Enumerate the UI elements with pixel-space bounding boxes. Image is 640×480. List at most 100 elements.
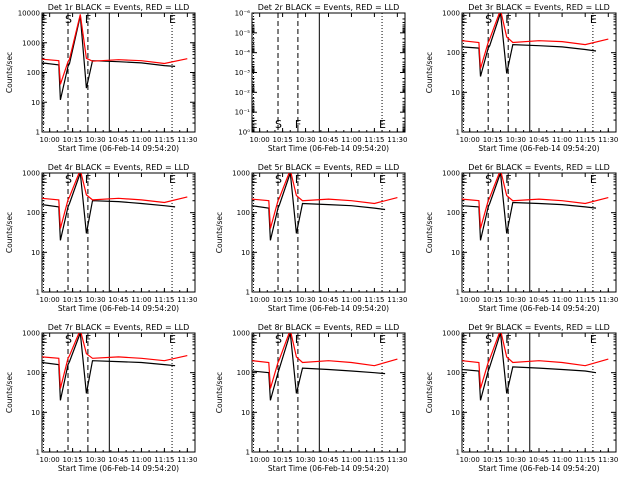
event-label: E (379, 173, 386, 186)
y-tick-label: 10 (451, 89, 460, 97)
x-tick-label: 11:30 (598, 136, 618, 144)
x-tick-label: 10:00 (460, 296, 480, 304)
x-tick-label: 10:30 (295, 296, 315, 304)
y-tick-label: 10000 (18, 10, 40, 18)
y-axis-title: Counts/sec (425, 52, 434, 93)
x-tick-label: 10:15 (273, 456, 293, 464)
y-tick-label: 10⁻⁵ (235, 29, 251, 37)
x-tick-label: 10:45 (529, 296, 549, 304)
event-label: S (65, 13, 72, 26)
x-tick-label: 10:30 (506, 296, 526, 304)
y-tick-label: 10 (31, 99, 40, 107)
x-tick-label: 11:15 (575, 296, 595, 304)
y-tick-label: 1000 (442, 10, 460, 18)
series-lld-line (42, 173, 188, 229)
x-axis-title: Start Time (06-Feb-14 09:54:20) (58, 304, 179, 313)
x-tick-label: 10:00 (40, 296, 60, 304)
plot-frame (251, 332, 406, 453)
x-tick-label: 10:45 (108, 136, 128, 144)
x-tick-label: 11:30 (387, 136, 407, 144)
x-tick-label: 10:30 (506, 456, 526, 464)
x-tick-label: 11:15 (575, 456, 595, 464)
y-tick-label: 10⁻⁴ (235, 49, 251, 57)
event-label: S (485, 13, 492, 26)
series-lld-line (42, 14, 188, 85)
series-events-line (252, 173, 386, 241)
y-tick-label: 1000 (442, 170, 460, 178)
panel-title: Det 9r BLACK = Events, RED = LLD (468, 323, 610, 332)
y-tick-label: 10 (451, 409, 460, 417)
y-tick-label: 1000 (232, 170, 250, 178)
x-tick-label: 11:00 (552, 136, 572, 144)
panel-title: Det 2r BLACK = Events, RED = LLD (258, 3, 400, 12)
x-tick-label: 11:00 (341, 456, 361, 464)
panel-title: Det 7r BLACK = Events, RED = LLD (48, 323, 190, 332)
x-tick-label: 11:00 (341, 136, 361, 144)
event-label: F (295, 118, 301, 131)
x-tick-label: 10:15 (483, 136, 503, 144)
series-lld-line (462, 173, 609, 229)
event-label: E (590, 173, 597, 186)
panel-title: Det 4r BLACK = Events, RED = LLD (48, 163, 190, 172)
x-tick-label: 11:00 (131, 456, 151, 464)
event-label: S (275, 118, 282, 131)
event-label: E (41, 173, 48, 186)
event-label: F (295, 333, 301, 346)
y-tick-label: 10 (31, 409, 40, 417)
y-axis-title: Counts/sec (215, 212, 224, 253)
x-tick-label: 10:15 (63, 296, 83, 304)
plot-frame (461, 332, 617, 453)
series-lld-line (42, 333, 188, 389)
event-label: E (379, 118, 386, 131)
event-label: S (485, 173, 492, 186)
event-label: S (485, 333, 492, 346)
x-tick-label: 10:45 (318, 296, 338, 304)
x-tick-label: 10:00 (250, 296, 270, 304)
event-label: E (461, 13, 468, 26)
event-label: E (461, 173, 468, 186)
panel-title: Det 8r BLACK = Events, RED = LLD (258, 323, 400, 332)
y-tick-label: 1000 (22, 170, 40, 178)
y-tick-label: 1000 (22, 39, 40, 47)
x-tick-label: 11:15 (364, 136, 384, 144)
x-tick-label: 11:15 (575, 136, 595, 144)
y-tick-label: 100 (447, 49, 460, 57)
x-axis-title: Start Time (06-Feb-14 09:54:20) (58, 464, 179, 473)
y-tick-label: 1 (456, 129, 460, 137)
event-label: S (275, 173, 282, 186)
x-tick-label: 10:45 (318, 456, 338, 464)
series-lld-line (462, 13, 609, 69)
x-tick-label: 10:30 (506, 136, 526, 144)
x-tick-label: 10:15 (483, 296, 503, 304)
x-axis-title: Start Time (06-Feb-14 09:54:20) (478, 304, 599, 313)
series-events-line (42, 333, 176, 401)
x-tick-label: 10:00 (250, 456, 270, 464)
x-tick-label: 10:00 (460, 136, 480, 144)
x-tick-label: 11:00 (552, 456, 572, 464)
x-tick-label: 10:15 (483, 456, 503, 464)
series-lld-line (252, 333, 398, 389)
plot-frame (461, 172, 617, 293)
x-tick-label: 10:15 (63, 136, 83, 144)
x-axis-title: Start Time (06-Feb-14 09:54:20) (268, 144, 389, 153)
event-label: E (590, 333, 597, 346)
x-tick-label: 10:45 (318, 136, 338, 144)
y-axis-title: Counts/sec (425, 372, 434, 413)
x-tick-label: 11:30 (177, 296, 197, 304)
x-tick-label: 11:30 (387, 296, 407, 304)
y-axis-title: Counts/sec (215, 372, 224, 413)
x-tick-label: 11:30 (387, 456, 407, 464)
x-tick-label: 10:15 (273, 296, 293, 304)
event-label: E (251, 173, 258, 186)
x-tick-label: 10:30 (85, 296, 105, 304)
event-label: S (65, 173, 72, 186)
y-axis-title: Counts/sec (5, 212, 14, 253)
y-axis-title: Counts/sec (5, 372, 14, 413)
x-axis-title: Start Time (06-Feb-14 09:54:20) (478, 464, 599, 473)
x-tick-label: 10:30 (295, 456, 315, 464)
